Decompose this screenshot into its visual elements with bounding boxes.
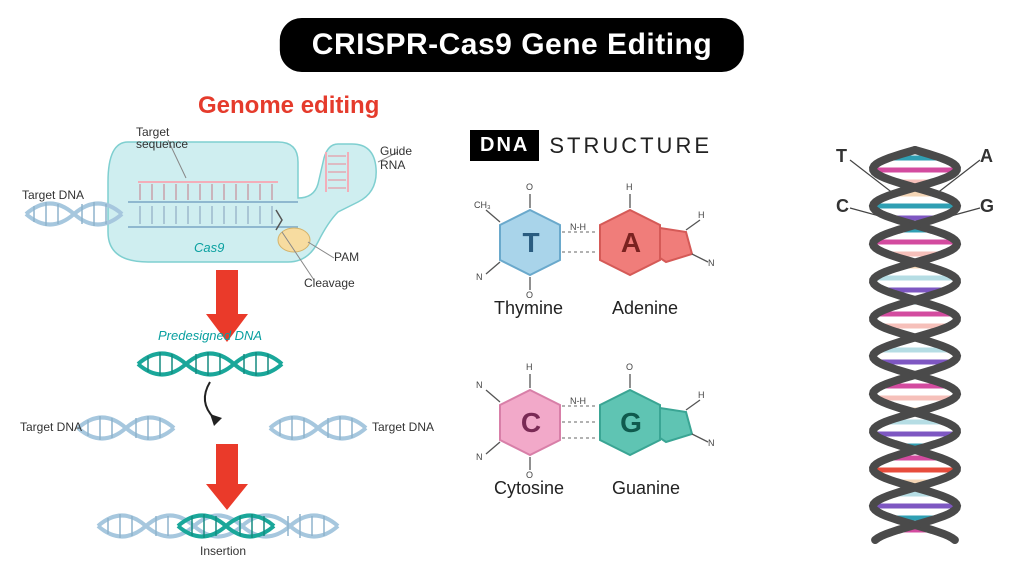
atom-nh-1: N-H (570, 222, 586, 232)
dna-structure-panel: DNA STRUCTURE T A CH₃ O O (470, 130, 790, 550)
atom-h-3: H (526, 362, 533, 372)
atom-h-1: H (626, 182, 633, 192)
label-pam: PAM (334, 250, 359, 264)
label-cleavage: Cleavage (304, 276, 355, 290)
base-letter-t: T (496, 208, 566, 278)
helix-letter-g: G (980, 196, 994, 217)
base-letter-a: A (596, 208, 666, 278)
base-letter-g: G (596, 388, 666, 458)
helix-panel: T A C G (820, 130, 1010, 550)
base-letter-c: C (496, 388, 566, 458)
genome-editing-svg (18, 92, 438, 562)
atom-o-4: O (626, 362, 633, 372)
label-insertion: Insertion (200, 544, 246, 558)
atom-n-5: N (708, 438, 715, 448)
helix-letter-c: C (836, 196, 849, 217)
genome-editing-panel: Genome editing (18, 92, 438, 562)
base-name-adenine: Adenine (612, 298, 678, 319)
helix-letter-t: T (836, 146, 847, 167)
dna-structure-title: STRUCTURE (549, 133, 712, 159)
label-predesigned-dna: Predesigned DNA (158, 328, 262, 343)
atom-h-4: H (698, 390, 705, 400)
atom-nh-2: N-H (570, 396, 586, 406)
label-target-dna: Target DNA (22, 188, 84, 202)
atom-h-2: H (698, 210, 705, 220)
base-name-guanine: Guanine (612, 478, 680, 499)
atom-ch3: CH₃ (474, 200, 491, 210)
helix-letter-a: A (980, 146, 993, 167)
label-target-dna-l2: Target DNA (20, 420, 82, 434)
label-guide-rna: Guide RNA (380, 144, 438, 172)
atom-n-1: N (476, 272, 483, 282)
base-name-thymine: Thymine (494, 298, 563, 319)
base-pair-cg: C G H N N O N-H O H N Cytosine Guanine (470, 360, 770, 500)
atom-n-4: N (476, 452, 483, 462)
atom-o-1: O (526, 182, 533, 192)
label-cas9: Cas9 (194, 240, 224, 255)
atom-n-2: N (708, 258, 715, 268)
label-target-sequence: Targetsequence (136, 126, 188, 150)
page-title: CRISPR-Cas9 Gene Editing (280, 18, 744, 72)
base-name-cytosine: Cytosine (494, 478, 564, 499)
dna-badge: DNA (470, 130, 539, 161)
label-target-dna-r2: Target DNA (372, 420, 434, 434)
helix-svg (820, 130, 1010, 550)
atom-n-3: N (476, 380, 483, 390)
base-pair-ta: T A CH₃ O O N N-H H H N Thymine Adenine (470, 180, 770, 320)
dna-structure-header: DNA STRUCTURE (470, 130, 712, 161)
